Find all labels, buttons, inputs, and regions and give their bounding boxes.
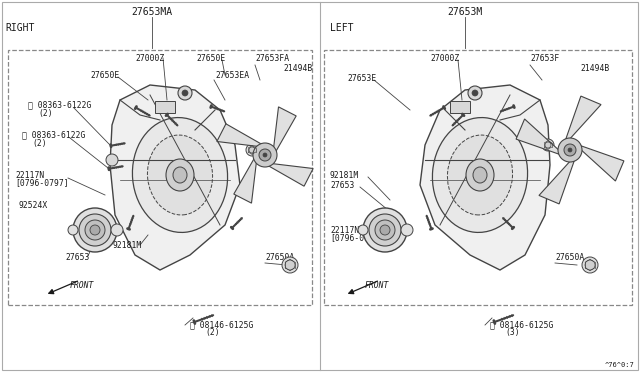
Text: 92524X: 92524X	[18, 201, 47, 209]
Text: 27653F: 27653F	[530, 54, 559, 62]
Text: RIGHT: RIGHT	[5, 23, 35, 33]
Circle shape	[585, 260, 595, 270]
Polygon shape	[110, 85, 240, 270]
Circle shape	[178, 86, 192, 100]
Text: (2): (2)	[32, 138, 47, 148]
Text: 27650E: 27650E	[196, 54, 225, 62]
Polygon shape	[516, 119, 561, 155]
Polygon shape	[539, 159, 575, 204]
Ellipse shape	[147, 135, 212, 215]
Circle shape	[73, 208, 117, 252]
Text: 27650E: 27650E	[90, 71, 119, 80]
Circle shape	[90, 225, 100, 235]
Circle shape	[285, 260, 295, 270]
Circle shape	[106, 154, 118, 166]
Circle shape	[472, 90, 478, 96]
Bar	[450, 101, 470, 113]
Text: Ⓑ 08146-6125G: Ⓑ 08146-6125G	[490, 321, 554, 330]
Text: 92181M: 92181M	[112, 241, 141, 250]
Circle shape	[182, 90, 188, 96]
Circle shape	[468, 86, 482, 100]
Circle shape	[568, 148, 572, 152]
Circle shape	[358, 225, 368, 235]
Circle shape	[111, 224, 123, 236]
Text: 27650A: 27650A	[555, 253, 584, 263]
Text: ^76^0:7: ^76^0:7	[605, 362, 635, 368]
Bar	[366, 223, 404, 237]
Circle shape	[545, 142, 551, 148]
Circle shape	[564, 144, 576, 156]
Polygon shape	[234, 157, 257, 203]
Text: 21494B: 21494B	[283, 64, 312, 73]
Bar	[155, 101, 175, 113]
Text: [0796-0797]: [0796-0797]	[330, 234, 383, 243]
Circle shape	[282, 257, 298, 273]
Circle shape	[363, 208, 407, 252]
Circle shape	[249, 147, 255, 153]
Text: 27650A: 27650A	[265, 253, 294, 263]
Circle shape	[85, 220, 105, 240]
Text: 27653E: 27653E	[347, 74, 376, 83]
Circle shape	[401, 224, 413, 236]
Text: FRONT: FRONT	[365, 280, 389, 289]
Text: 22117N: 22117N	[330, 225, 359, 234]
Polygon shape	[565, 96, 601, 141]
Ellipse shape	[433, 118, 527, 232]
Ellipse shape	[173, 167, 187, 183]
Text: 27653MA: 27653MA	[131, 7, 173, 17]
Ellipse shape	[132, 118, 228, 232]
Ellipse shape	[447, 135, 513, 215]
Text: 27653M: 27653M	[447, 7, 483, 17]
Bar	[8, 50, 312, 305]
Text: 27653FA: 27653FA	[255, 54, 289, 62]
Text: 92181M: 92181M	[330, 170, 359, 180]
Circle shape	[582, 257, 598, 273]
Circle shape	[68, 225, 78, 235]
Circle shape	[246, 144, 258, 156]
Bar	[324, 50, 632, 305]
Circle shape	[259, 149, 271, 161]
Text: 27653EA: 27653EA	[215, 71, 249, 80]
Bar	[76, 223, 114, 237]
Circle shape	[79, 214, 111, 246]
Circle shape	[375, 220, 395, 240]
Text: 27653: 27653	[330, 180, 355, 189]
Text: Ⓑ 08363-6122G: Ⓑ 08363-6122G	[22, 131, 85, 140]
Text: 22117N: 22117N	[15, 170, 44, 180]
Text: FRONT: FRONT	[70, 280, 94, 289]
Text: 27653: 27653	[65, 253, 90, 263]
Text: (3): (3)	[505, 328, 520, 337]
Polygon shape	[217, 124, 263, 147]
Text: (2): (2)	[205, 328, 220, 337]
Ellipse shape	[473, 167, 487, 183]
Ellipse shape	[466, 159, 494, 191]
Ellipse shape	[166, 159, 194, 191]
Polygon shape	[420, 85, 550, 270]
Text: LEFT: LEFT	[330, 23, 353, 33]
Circle shape	[263, 153, 267, 157]
Text: Ⓑ 08146-6125G: Ⓑ 08146-6125G	[190, 321, 253, 330]
Text: 27000Z: 27000Z	[430, 54, 460, 62]
Circle shape	[380, 225, 390, 235]
Polygon shape	[579, 145, 624, 181]
Text: Ⓑ 08363-6122G: Ⓑ 08363-6122G	[28, 100, 92, 109]
Polygon shape	[267, 163, 313, 186]
Polygon shape	[273, 107, 296, 153]
Text: 27000Z: 27000Z	[135, 54, 164, 62]
Circle shape	[253, 143, 277, 167]
Circle shape	[558, 138, 582, 162]
Text: [0796-0797]: [0796-0797]	[15, 179, 68, 187]
Circle shape	[542, 139, 554, 151]
Circle shape	[369, 214, 401, 246]
Text: 21494B: 21494B	[580, 64, 609, 73]
Text: (2): (2)	[38, 109, 52, 118]
